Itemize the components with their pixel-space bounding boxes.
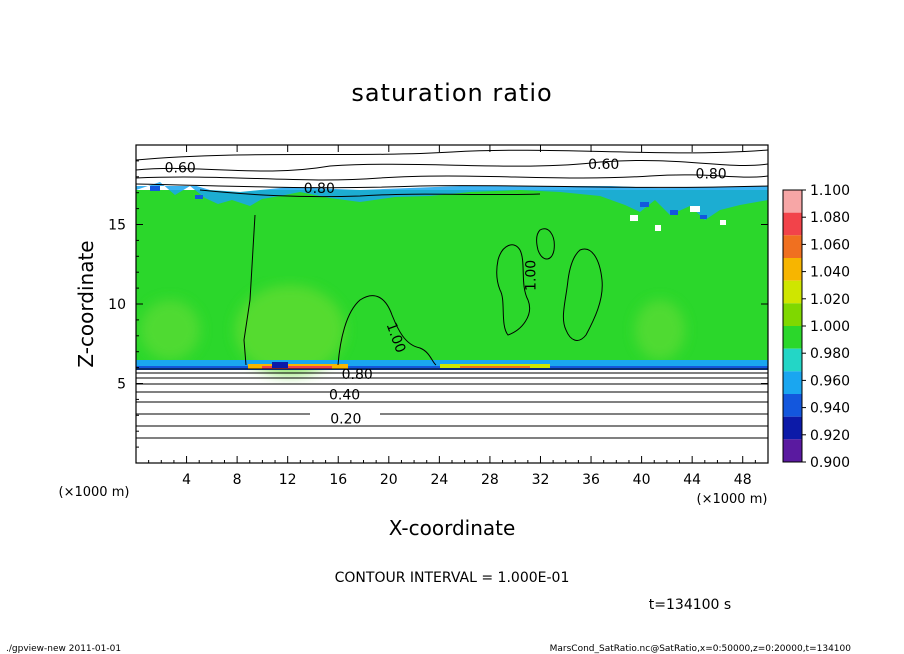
contour-interval-text: CONTOUR INTERVAL = 1.000E-01 [335, 570, 570, 586]
colorbar-label: 0.900 [810, 455, 850, 471]
x-tick-label: 40 [633, 472, 651, 488]
x-tick-label: 24 [430, 472, 448, 488]
time-text: t=134100 s [649, 597, 731, 613]
contour-label: 0.80 [304, 181, 335, 197]
contour-label: 0.20 [330, 411, 361, 427]
x-tick-label: 28 [481, 472, 499, 488]
colorbar-label: 0.940 [810, 401, 850, 417]
contour-label: 0.80 [342, 367, 373, 383]
x-tick-label: 12 [279, 472, 297, 488]
colorbar-swatch [783, 348, 802, 372]
x-axis-unit-left: (×1000 m) [59, 485, 130, 500]
x-axis-unit-right: (×1000 m) [697, 492, 768, 507]
colorbar-swatch [783, 371, 802, 394]
colorbar-label: 1.060 [810, 237, 850, 253]
colorbar-label: 1.000 [810, 319, 850, 335]
colorbar-swatch [783, 280, 802, 304]
colorbar-swatch [783, 235, 802, 258]
x-tick-label: 36 [582, 472, 600, 488]
colorbar-swatch [783, 416, 802, 440]
x-tick-label: 48 [734, 472, 752, 488]
colorbar: 1.100 1.080 1.060 1.040 1.020 1.000 0.980 0.960… [782, 183, 850, 471]
colorbar-label: 1.020 [810, 292, 850, 308]
x-tick-label: 32 [532, 472, 550, 488]
footer-right: MarsCond_SatRatio.nc@SatRatio,x=0:50000,… [550, 644, 852, 654]
colorbar-swatch [783, 326, 802, 349]
colorbar-swatch [783, 439, 802, 462]
x-tick-label: 8 [233, 472, 242, 488]
x-axis: 4 8 12 16 20 24 28 32 36 40 44 48 [148, 145, 756, 488]
y-axis-label: Z-coordinate [74, 240, 98, 367]
colorbar-label: 0.960 [810, 373, 850, 389]
x-tick-label: 16 [329, 472, 347, 488]
colorbar-swatch [783, 258, 802, 281]
x-tick-label: 4 [182, 472, 191, 488]
y-tick-label: 15 [108, 218, 126, 234]
colorbar-label: 1.100 [810, 183, 850, 199]
x-axis-label: X-coordinate [389, 516, 516, 540]
contour-label: 0.40 [329, 388, 360, 404]
plot-field [136, 145, 768, 463]
y-tick-label: 10 [108, 297, 126, 313]
contour-lines [136, 149, 768, 439]
colorbar-swatch [783, 212, 802, 236]
contour-label: 0.60 [588, 157, 619, 173]
colorbar-label: 0.920 [810, 428, 850, 444]
colorbar-swatch [783, 190, 802, 213]
y-tick-label: 5 [117, 377, 126, 393]
upper-noise [136, 182, 768, 220]
contour-label: 0.80 [696, 167, 727, 183]
footer-left: ./gpview-new 2011-01-01 [6, 644, 121, 654]
colorbar-label: 0.980 [810, 346, 850, 362]
chart-title: saturation ratio [351, 79, 552, 107]
contour-label: 0.60 [165, 160, 196, 176]
contour-label: 1.00 [523, 260, 539, 291]
y-axis: 5 10 15 [108, 160, 768, 448]
colorbar-swatch [783, 394, 802, 417]
x-tick-label: 20 [380, 472, 398, 488]
colorbar-label: 1.040 [810, 265, 850, 281]
x-tick-label: 44 [683, 472, 701, 488]
colorbar-swatch [783, 303, 802, 326]
colorbar-label: 1.080 [810, 210, 850, 226]
